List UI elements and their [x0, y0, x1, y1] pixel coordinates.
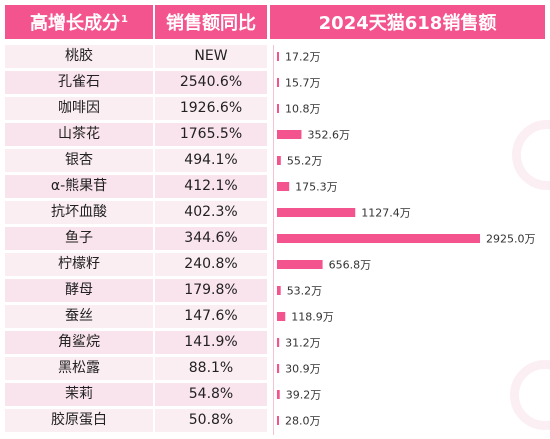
yoy-growth: 88.1% — [155, 357, 267, 380]
yoy-growth: 179.8% — [155, 279, 267, 302]
table-row: 胶原蛋白 50.8% — [5, 409, 545, 432]
table-row: 茉莉 54.8% — [5, 383, 545, 406]
ingredient-name: 银杏 — [5, 149, 153, 172]
sales-bar — [277, 130, 302, 139]
yoy-growth: 1765.5% — [155, 123, 267, 146]
sales-value-label: 28.0万 — [285, 415, 321, 428]
sales-value-label: 656.8万 — [329, 259, 372, 272]
table-row: 黑松露 88.1% — [5, 357, 545, 380]
sales-bar — [277, 364, 280, 373]
sales-bar — [277, 260, 323, 269]
sales-value-label: 1127.4万 — [361, 207, 411, 220]
sales-value-label: 15.7万 — [285, 77, 321, 90]
sales-value-label: 118.9万 — [291, 311, 334, 324]
sales-value-label: 17.2万 — [285, 51, 321, 64]
sales-value-label: 31.2万 — [285, 337, 321, 350]
table-row: 山茶花 1765.5% — [5, 123, 545, 146]
ingredient-name: 鱼子 — [5, 227, 153, 250]
table-row: 鱼子 344.6% — [5, 227, 545, 250]
decorative-ring — [510, 360, 550, 430]
table-row: 抗坏血酸 402.3% — [5, 201, 545, 224]
yoy-growth: 1926.6% — [155, 97, 267, 120]
yoy-growth: 50.8% — [155, 409, 267, 432]
ingredient-name: 柠檬籽 — [5, 253, 153, 276]
sales-value-label: 39.2万 — [286, 389, 322, 402]
table-row: 孔雀石 2540.6% — [5, 71, 545, 94]
header-sales: 2024天猫618销售额 — [270, 5, 545, 39]
header-sales-label: 2024天猫618销售额 — [318, 13, 497, 34]
yoy-growth: 412.1% — [155, 175, 267, 198]
yoy-growth: 2540.6% — [155, 71, 267, 94]
sales-value-label: 55.2万 — [287, 155, 323, 168]
sales-value-label: 10.8万 — [285, 103, 321, 116]
table-row: 角鲨烷 141.9% — [5, 331, 545, 354]
yoy-growth: 240.8% — [155, 253, 267, 276]
ingredient-name: 角鲨烷 — [5, 331, 153, 354]
table-row: 银杏 494.1% — [5, 149, 545, 172]
sales-value-label: 2925.0万 — [486, 233, 536, 246]
sales-bar — [277, 182, 290, 191]
yoy-growth: 494.1% — [155, 149, 267, 172]
table-row: 酵母 179.8% — [5, 279, 545, 302]
header-yoy: 销售额同比 — [155, 5, 267, 39]
ingredient-name: 孔雀石 — [5, 71, 153, 94]
sales-value-label: 30.9万 — [285, 363, 321, 376]
table-row: 蚕丝 147.6% — [5, 305, 545, 328]
yoy-growth: 54.8% — [155, 383, 267, 406]
header-ingredient-label: 高增长成分 — [30, 13, 121, 34]
yoy-growth: 147.6% — [155, 305, 267, 328]
sales-bar — [277, 156, 281, 165]
sales-bar — [277, 416, 279, 425]
sales-bar — [277, 338, 280, 347]
header-ingredient: 高增长成分 1 — [5, 5, 153, 39]
sales-bar — [277, 286, 281, 295]
sales-bar — [277, 390, 280, 399]
sales-bar — [277, 78, 279, 87]
table-row: 咖啡因 1926.6% — [5, 97, 545, 120]
ingredient-name: 抗坏血酸 — [5, 201, 153, 224]
yoy-growth: 344.6% — [155, 227, 267, 250]
sales-value-label: 352.6万 — [307, 129, 350, 142]
ingredient-name: 酵母 — [5, 279, 153, 302]
header-yoy-label: 销售额同比 — [166, 13, 256, 34]
sales-bar — [277, 104, 279, 113]
sales-bar — [277, 52, 279, 61]
sales-bar — [277, 312, 286, 321]
table-row: 柠檬籽 240.8% — [5, 253, 545, 276]
yoy-growth: NEW — [155, 45, 267, 68]
ingredient-name: 黑松露 — [5, 357, 153, 380]
table-row: 桃胶 NEW — [5, 45, 545, 68]
ingredient-name: 桃胶 — [5, 45, 153, 68]
header-footnote-mark: 1 — [121, 13, 128, 25]
sales-value-label: 175.3万 — [295, 181, 338, 194]
sales-bar — [277, 208, 356, 217]
ingredient-name: 胶原蛋白 — [5, 409, 153, 432]
sales-bar — [277, 234, 480, 243]
decorative-ring — [512, 120, 550, 190]
bar-baseline — [273, 45, 274, 435]
sales-value-label: 53.2万 — [287, 285, 323, 298]
ingredient-name: α-熊果苷 — [5, 175, 153, 198]
yoy-growth: 402.3% — [155, 201, 267, 224]
ingredient-name: 蚕丝 — [5, 305, 153, 328]
table-row: α-熊果苷 412.1% — [5, 175, 545, 198]
ingredient-name: 咖啡因 — [5, 97, 153, 120]
ingredient-name: 山茶花 — [5, 123, 153, 146]
yoy-growth: 141.9% — [155, 331, 267, 354]
ingredient-name: 茉莉 — [5, 383, 153, 406]
